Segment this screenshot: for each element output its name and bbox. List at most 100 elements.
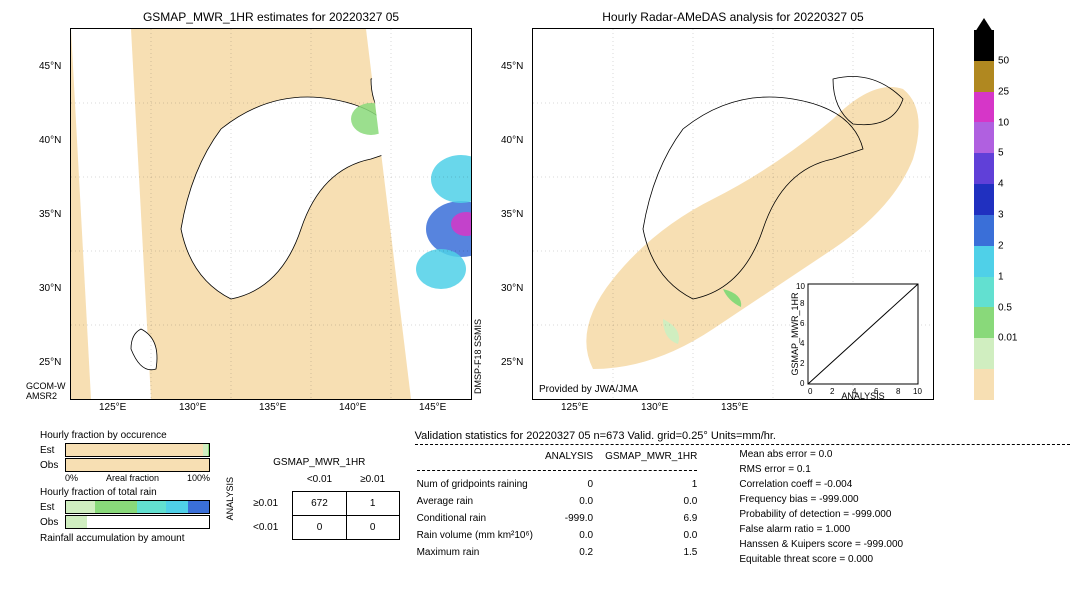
- colorbar-tick: 1: [998, 271, 1004, 282]
- colorbar: 502510543210.50.01: [974, 30, 994, 400]
- axis-tick: 135°E: [259, 402, 286, 413]
- axis-tick: 40°N: [501, 135, 523, 146]
- fraction-bars: Hourly fraction by occurence Est Obs 0% …: [40, 430, 210, 567]
- provider-label: Provided by JWA/JMA: [539, 384, 638, 395]
- axis-tick: 45°N: [501, 61, 523, 72]
- svg-text:4: 4: [800, 339, 805, 348]
- axis-tick: 45°N: [39, 61, 61, 72]
- ct-11: 0: [346, 516, 399, 540]
- colorbar-tick: 25: [998, 86, 1009, 97]
- svg-text:2: 2: [800, 359, 805, 368]
- sensor-left-label: GCOM-W AMSR2: [26, 381, 66, 401]
- rain-title: Hourly fraction of total rain: [40, 487, 210, 498]
- colorbar-tick: 4: [998, 179, 1004, 190]
- svg-text:10: 10: [796, 282, 805, 291]
- svg-text:2: 2: [830, 387, 835, 396]
- axis-tick: 30°N: [39, 283, 61, 294]
- stats-row-b: 1: [605, 477, 707, 492]
- ct-row-title: ANALYSIS: [225, 477, 235, 520]
- occ-est-bar: [65, 443, 210, 457]
- rain-obs-bar: [65, 515, 210, 529]
- inset-ylabel: GSMAP_MWR_1HR: [790, 292, 800, 376]
- axis-tick: 125°E: [99, 402, 126, 413]
- bottom-row: Hourly fraction by occurence Est Obs 0% …: [10, 430, 1070, 567]
- svg-text:8: 8: [800, 299, 805, 308]
- acc-title: Rainfall accumulation by amount: [40, 533, 210, 544]
- metric-row: Probability of detection = -999.000: [739, 507, 903, 522]
- svg-text:10: 10: [913, 387, 922, 396]
- ct-rh-0: ≥0.01: [239, 492, 293, 516]
- colorbar-tick: 5: [998, 148, 1004, 159]
- stats-row-a: 0.2: [545, 545, 603, 560]
- stats-row-b: 0.0: [605, 494, 707, 509]
- metric-row: Hanssen & Kuipers score = -999.000: [739, 537, 903, 552]
- ct-ch-0: <0.01: [293, 468, 346, 492]
- occ-xleft: 0%: [65, 473, 78, 483]
- top-row: GSMAP_MWR_1HR estimates for 20220327 05: [10, 10, 1070, 410]
- stats-ch-0: ANALYSIS: [545, 449, 603, 464]
- metric-row: RMS error = 0.1: [739, 462, 903, 477]
- est-label: Est: [40, 445, 65, 456]
- contingency-panel: ANALYSIS GSMAP_MWR_1HR <0.01≥0.01 ≥0.016…: [225, 430, 400, 567]
- svg-text:0: 0: [800, 379, 805, 388]
- axis-tick: 135°E: [721, 402, 748, 413]
- obs-label: Obs: [40, 460, 65, 471]
- colorbar-tick: 10: [998, 117, 1009, 128]
- svg-text:0: 0: [808, 387, 813, 396]
- rain-est-bar: [65, 500, 210, 514]
- metric-row: Equitable threat score = 0.000: [739, 552, 903, 567]
- divider: [415, 444, 1070, 445]
- stats-panel: Validation statistics for 20220327 05 n=…: [415, 430, 1070, 567]
- svg-text:8: 8: [896, 387, 901, 396]
- stats-row-b: 6.9: [605, 511, 707, 526]
- metric-row: Correlation coeff = -0.004: [739, 477, 903, 492]
- right-map-title: Hourly Radar-AMeDAS analysis for 2022032…: [532, 10, 934, 24]
- stats-table: ANALYSISGSMAP_MWR_1HR Num of gridpoints …: [415, 447, 710, 562]
- right-map-svg: ANALYSIS GSMAP_MWR_1HR 0246810 0246810: [533, 29, 933, 399]
- stats-row-label: Rain volume (mm km²10⁶): [417, 528, 543, 543]
- occ-xmid: Areal fraction: [106, 473, 159, 483]
- occ-title: Hourly fraction by occurence: [40, 430, 210, 441]
- axis-tick: 140°E: [339, 402, 366, 413]
- left-map-title: GSMAP_MWR_1HR estimates for 20220327 05: [70, 10, 472, 24]
- metric-row: False alarm ratio = 1.000: [739, 522, 903, 537]
- occ-obs-bar: [65, 458, 210, 472]
- stats-ch-1: GSMAP_MWR_1HR: [605, 449, 707, 464]
- stats-row-a: 0: [545, 477, 603, 492]
- axis-tick: 130°E: [641, 402, 668, 413]
- left-map: GCOM-W AMSR2 DMSP-F18 SSMIS 125°E130°E13…: [70, 28, 472, 400]
- metric-row: Frequency bias = -999.000: [739, 492, 903, 507]
- stats-row-label: Maximum rain: [417, 545, 543, 560]
- axis-tick: 35°N: [39, 209, 61, 220]
- stats-row-a: -999.0: [545, 511, 603, 526]
- colorbar-tick: 0.5: [998, 302, 1012, 313]
- occ-xright: 100%: [187, 473, 210, 483]
- axis-tick: 30°N: [501, 283, 523, 294]
- stats-row-label: Num of gridpoints raining: [417, 477, 543, 492]
- axis-tick: 25°N: [501, 357, 523, 368]
- ct-ch-1: ≥0.01: [346, 468, 399, 492]
- ct-00: 672: [293, 492, 346, 516]
- svg-text:4: 4: [852, 387, 857, 396]
- metric-row: Mean abs error = 0.0: [739, 447, 903, 462]
- ct-10: 0: [293, 516, 346, 540]
- stats-row-a: 0.0: [545, 528, 603, 543]
- axis-tick: 130°E: [179, 402, 206, 413]
- ct-01: 1: [346, 492, 399, 516]
- left-map-panel: GSMAP_MWR_1HR estimates for 20220327 05: [70, 10, 472, 410]
- stats-title: Validation statistics for 20220327 05 n=…: [415, 430, 1070, 442]
- metrics-list: Mean abs error = 0.0RMS error = 0.1Corre…: [739, 447, 903, 567]
- axis-tick: 145°E: [419, 402, 446, 413]
- stats-row-b: 1.5: [605, 545, 707, 560]
- axis-tick: 35°N: [501, 209, 523, 220]
- colorbar-tick: 2: [998, 240, 1004, 251]
- svg-text:6: 6: [800, 319, 805, 328]
- axis-tick: 40°N: [39, 135, 61, 146]
- colorbar-tick: 3: [998, 210, 1004, 221]
- contingency-table: <0.01≥0.01 ≥0.016721 <0.0100: [239, 468, 400, 540]
- est-label-2: Est: [40, 502, 65, 513]
- colorbar-tick: 50: [998, 55, 1009, 66]
- stats-row-a: 0.0: [545, 494, 603, 509]
- colorbar-tick: 0.01: [998, 333, 1017, 344]
- left-map-svg: [71, 29, 471, 399]
